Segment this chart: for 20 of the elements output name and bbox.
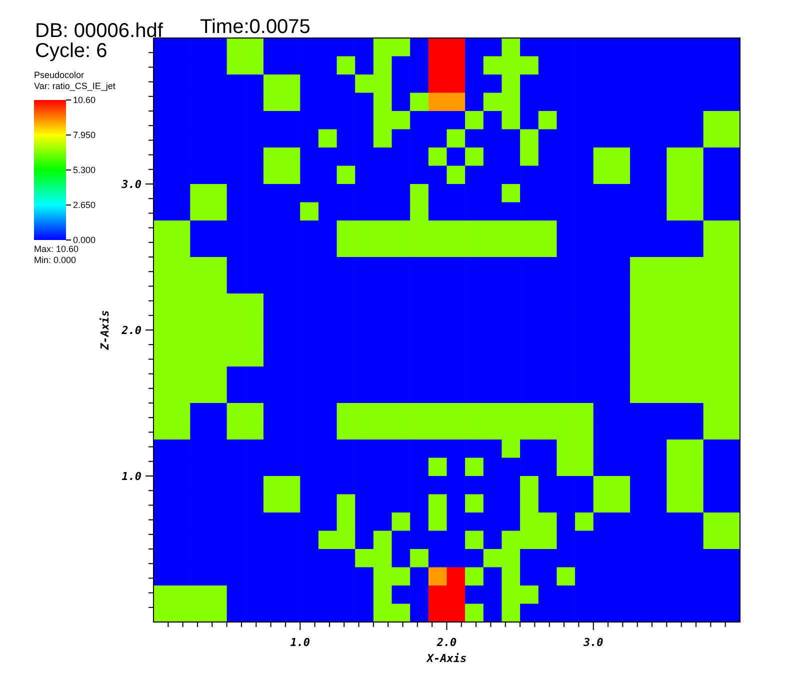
text: Cycle: 6 (35, 40, 108, 62)
x-axis-title: X-Axis (426, 652, 467, 665)
color-bar-label: 2.650 (73, 200, 96, 210)
text: Max: 10.60 (34, 244, 79, 254)
color-bar-label: 10.60 (73, 95, 96, 105)
y-tick-label: 1.0 (122, 470, 142, 483)
y-tick-label: 2.0 (120, 324, 142, 337)
color-bar-title: Var: ratio_CS_IE_jet (34, 81, 116, 91)
y-axis-title: Z-Axis (98, 310, 112, 351)
chart-title: DB: 00006.hdf (35, 20, 164, 42)
x-tick-label: 3.0 (582, 636, 604, 649)
color-bar-label: 0.000 (73, 235, 96, 245)
text: Min: 0.000 (34, 255, 76, 265)
annotation: Time:0.0075 (200, 16, 310, 38)
legend-title: Pseudocolor (34, 70, 84, 80)
y-tick-label: 3.0 (120, 178, 142, 191)
x-tick-label: 1.0 (290, 636, 310, 649)
color-bar-label: 7.950 (73, 130, 96, 140)
color-bar-label: 5.300 (73, 165, 96, 175)
x-tick-label: 2.0 (436, 636, 458, 649)
